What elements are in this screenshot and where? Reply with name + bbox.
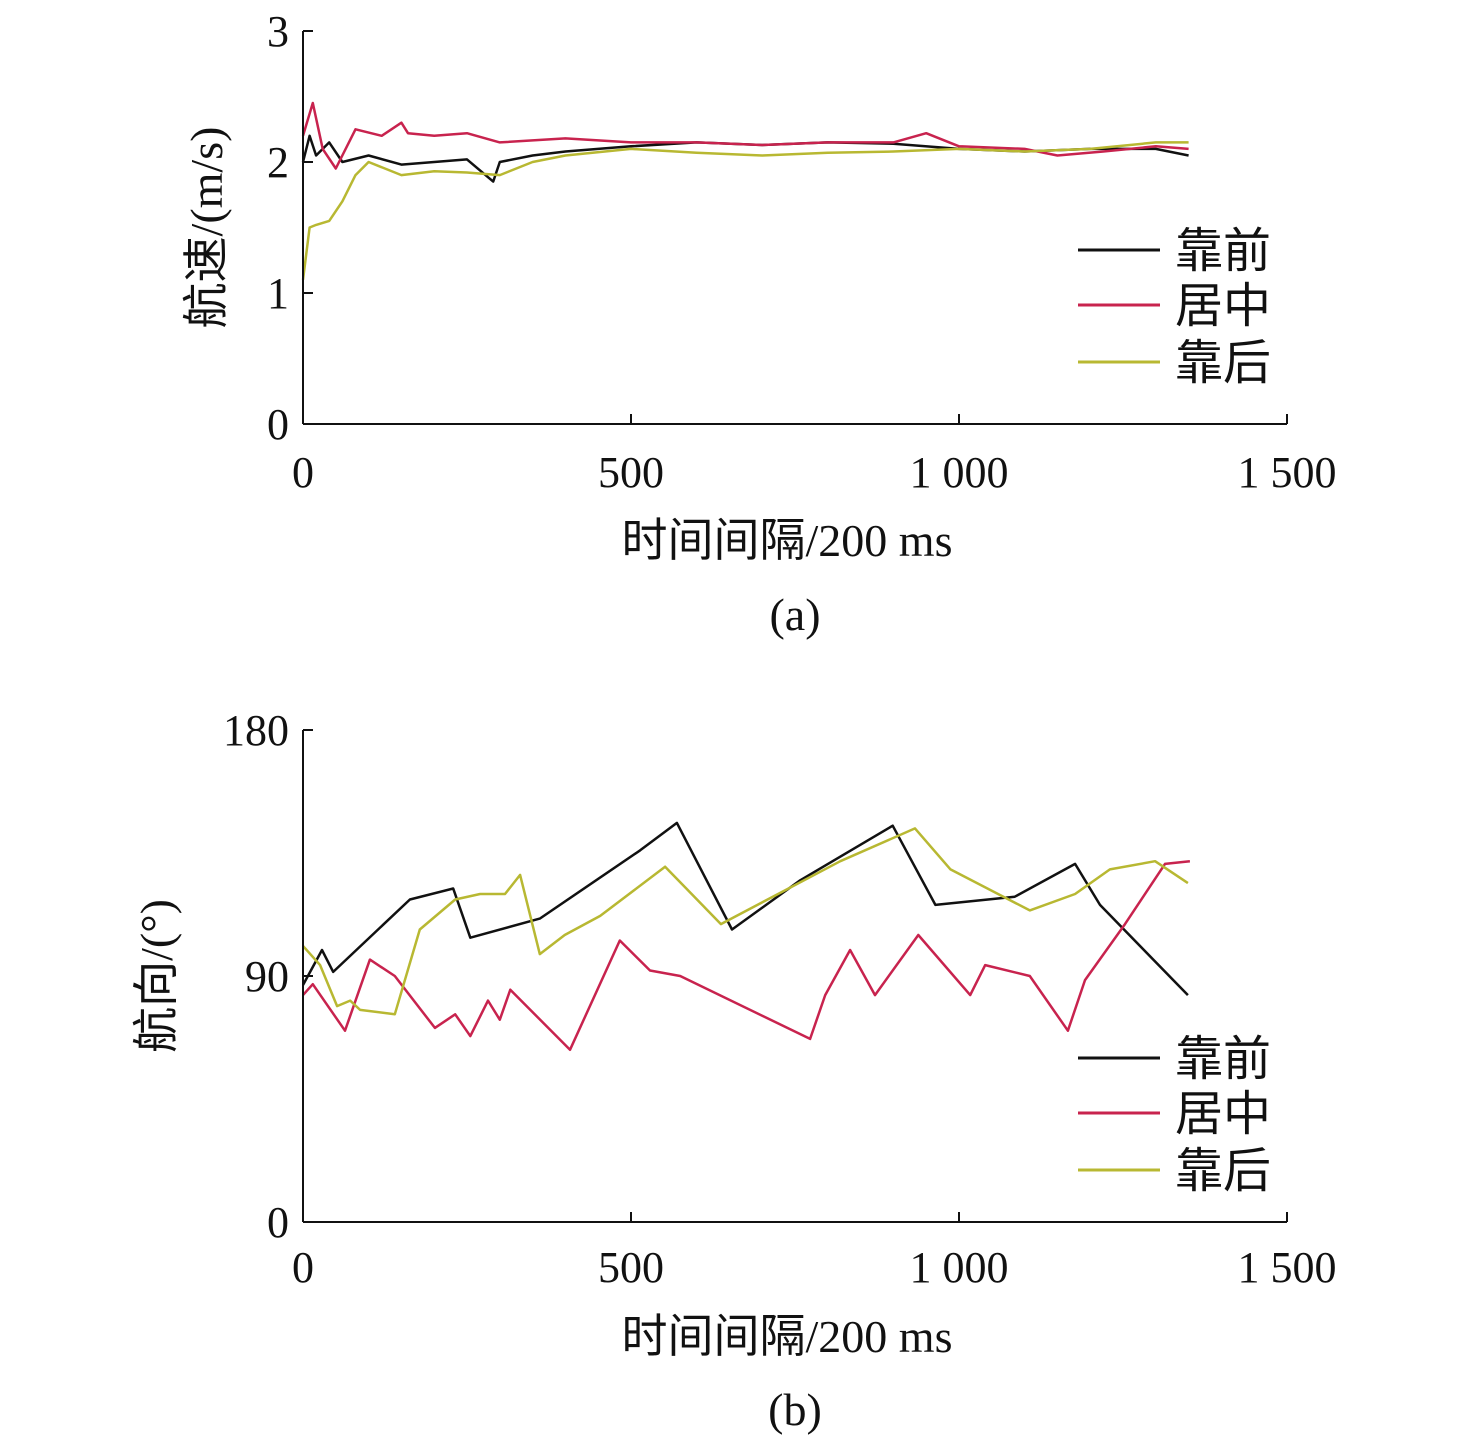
legend-label: 靠前 — [1175, 225, 1271, 278]
y-axis-label: 航速/(m/s) — [181, 127, 232, 329]
y-axis-label: 航向/(°) — [131, 899, 182, 1053]
panel-label: (b) — [768, 1384, 822, 1435]
series-line-front — [301, 134, 1189, 183]
x-tick-label: 1 500 — [1238, 1243, 1337, 1292]
x-tick-label: 500 — [598, 1243, 664, 1292]
series-line-middle — [302, 859, 1191, 1052]
y-tick-label: 90 — [245, 952, 289, 1001]
x-axis-label: 时间间隔/200 ms — [622, 515, 953, 566]
legend-label: 靠前 — [1175, 1033, 1271, 1086]
legend-label: 居中 — [1175, 280, 1271, 333]
y-tick-label: 3 — [267, 7, 289, 56]
y-tick-label: 1 — [267, 269, 289, 318]
y-tick-label: 0 — [267, 400, 289, 449]
y-tick-label: 2 — [267, 138, 289, 187]
x-tick-label: 0 — [292, 448, 314, 497]
series-line-back — [301, 141, 1189, 281]
series-line-front — [301, 821, 1189, 996]
x-tick-label: 1 500 — [1238, 448, 1337, 497]
x-tick-label: 0 — [292, 1243, 314, 1292]
x-tick-label: 1 000 — [910, 1243, 1009, 1292]
series-line-back — [302, 827, 1189, 1016]
legend-label: 靠后 — [1175, 1145, 1271, 1198]
chart-panel-a: 0 500 1 000 1 500 0 1 2 3 时间间隔/200 ms 航速/(m/s) (a)… — [181, 7, 1337, 640]
x-tick-label: 1 000 — [910, 448, 1009, 497]
y-tick-label: 180 — [223, 706, 289, 755]
legend-label: 靠后 — [1175, 337, 1271, 390]
x-tick-label: 500 — [598, 448, 664, 497]
x-axis-label: 时间间隔/200 ms — [622, 1311, 953, 1362]
panel-label: (a) — [769, 589, 820, 640]
y-tick-label: 0 — [267, 1198, 289, 1247]
series-line-middle — [301, 101, 1189, 170]
legend-label: 居中 — [1175, 1088, 1271, 1141]
chart-panel-b: 0 500 1 000 1 500 0 90 180 时间间隔/200 ms 航向/(°) (b)… — [131, 706, 1337, 1435]
